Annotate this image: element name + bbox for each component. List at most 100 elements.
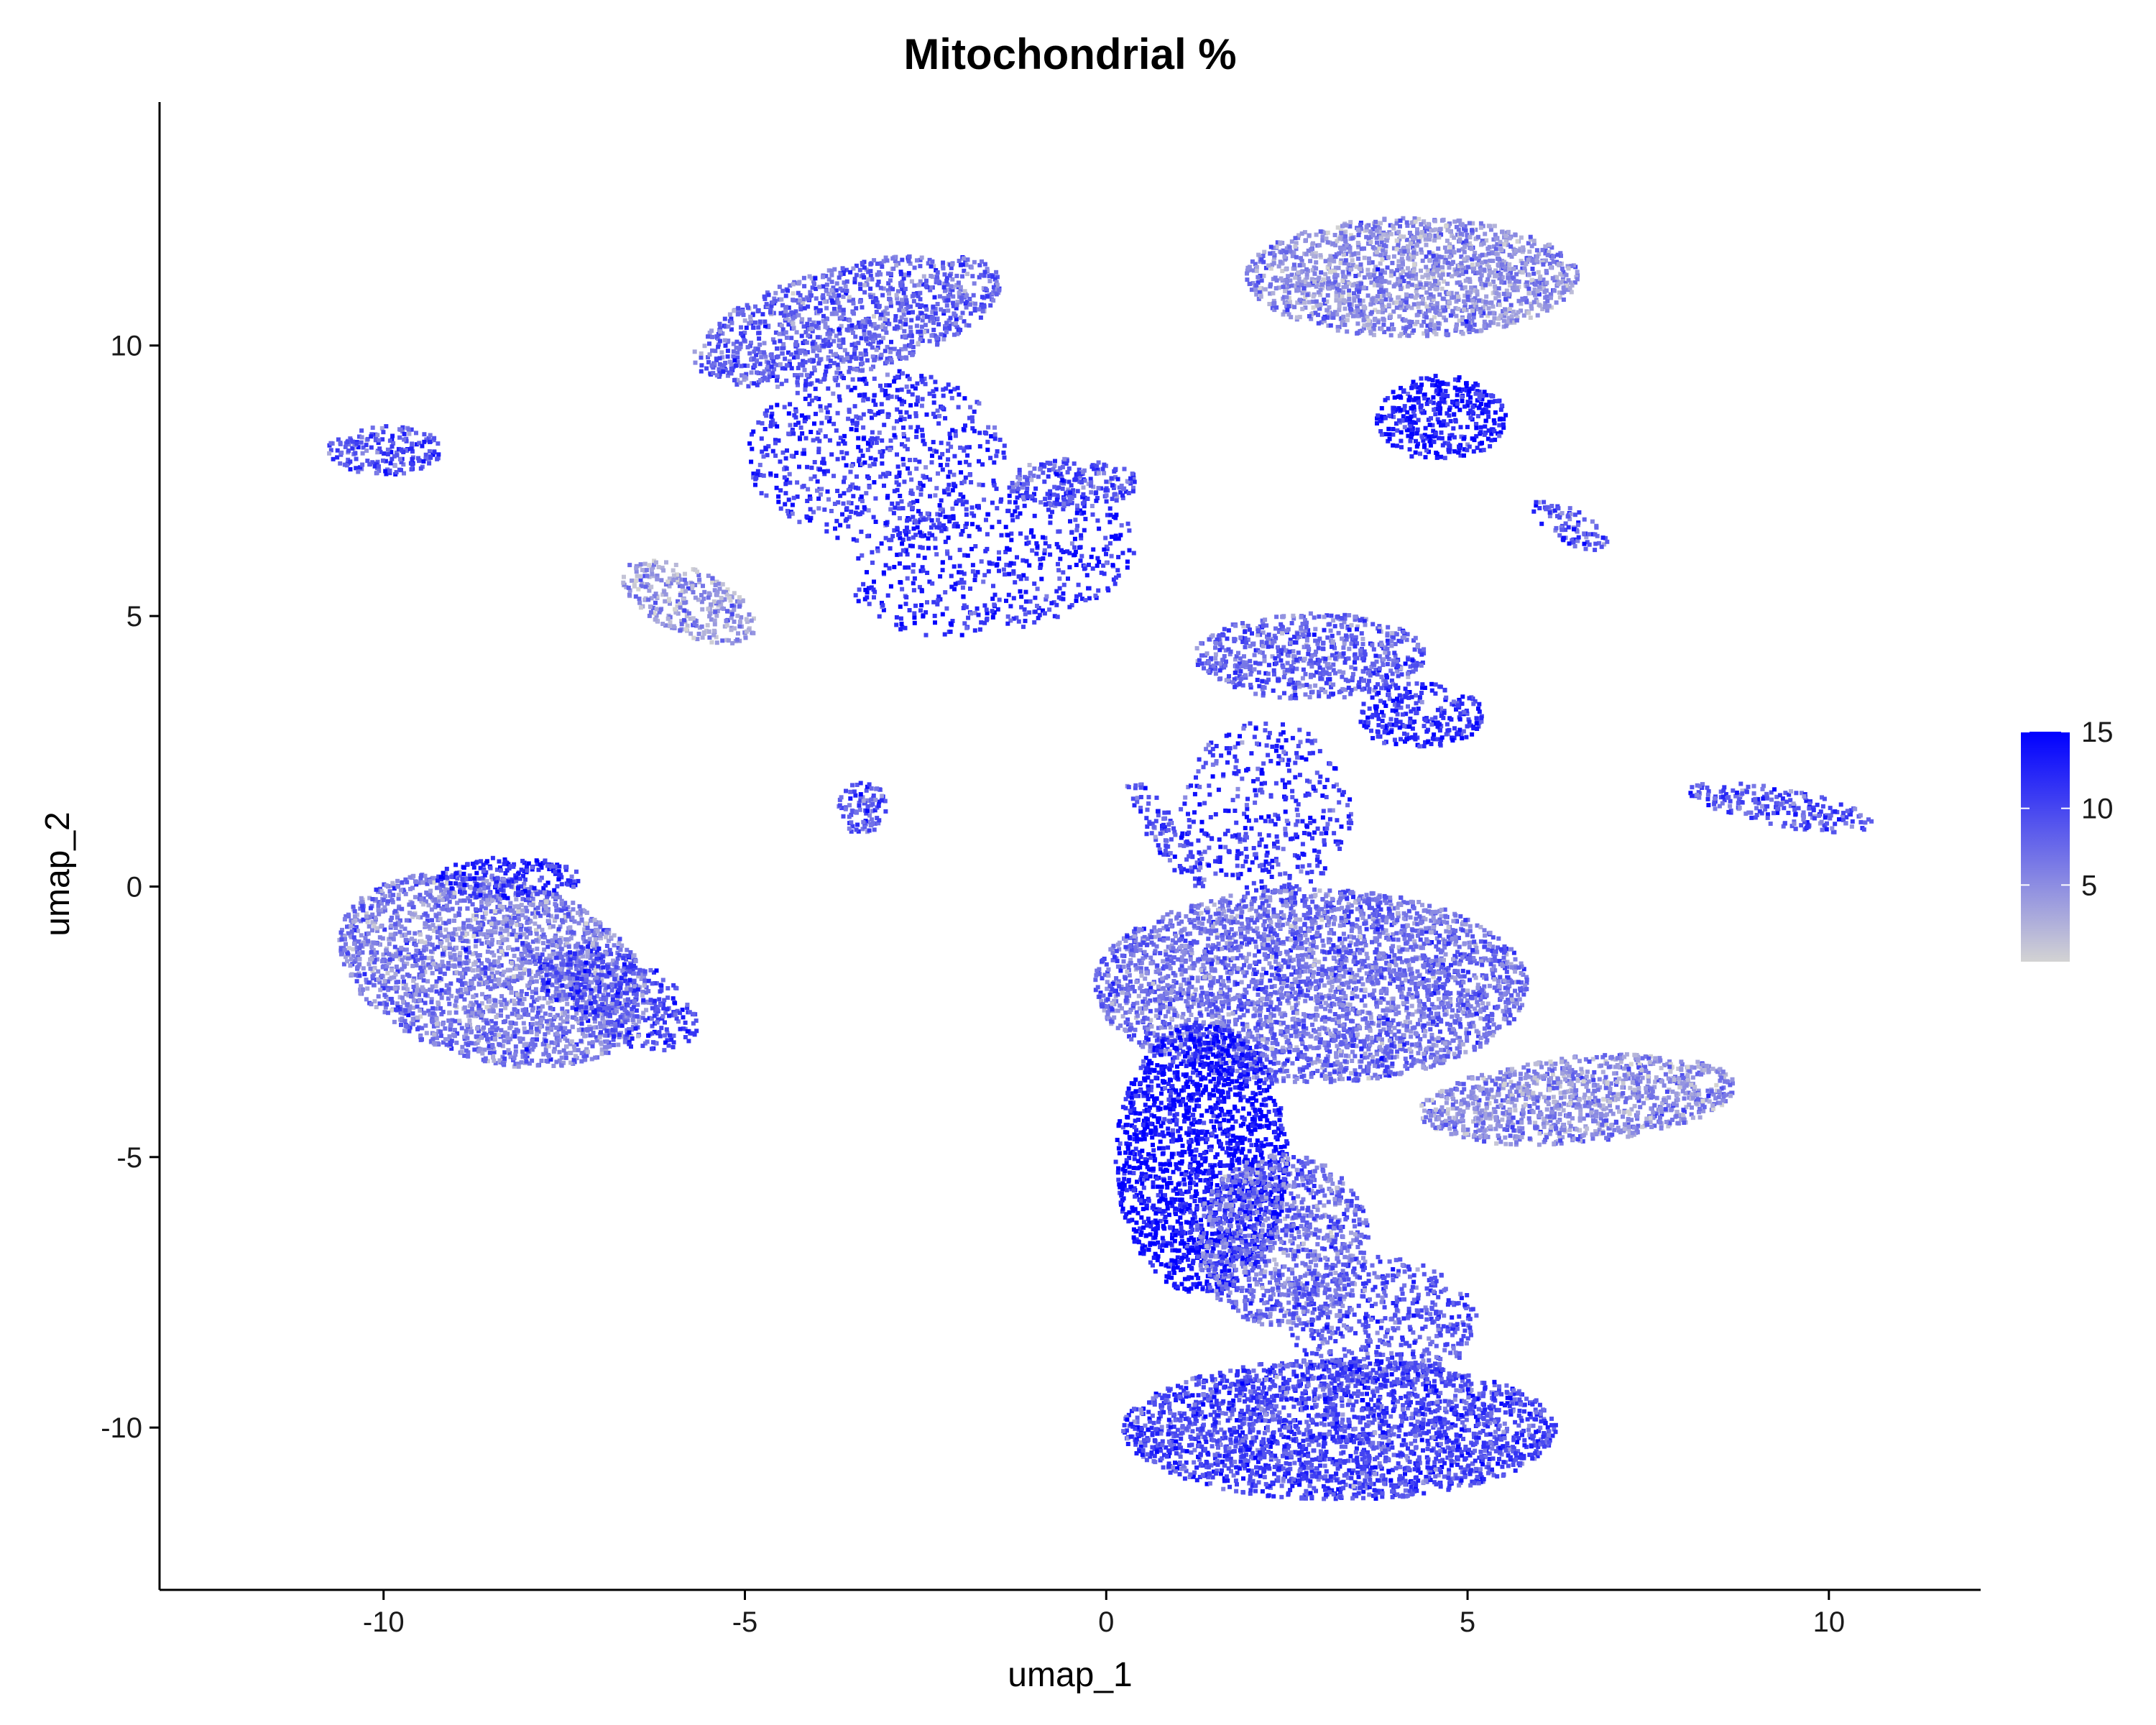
- data-point: [452, 919, 456, 923]
- data-point: [545, 863, 550, 868]
- data-point: [589, 990, 594, 995]
- data-point: [445, 881, 450, 886]
- data-point: [623, 972, 628, 977]
- data-point: [383, 908, 387, 913]
- data-point: [542, 964, 547, 969]
- data-point: [410, 963, 415, 968]
- data-point: [806, 333, 811, 338]
- data-point: [872, 376, 877, 381]
- data-point: [555, 1031, 560, 1036]
- data-point: [548, 925, 553, 930]
- data-point: [499, 926, 504, 932]
- data-point: [554, 1025, 559, 1030]
- data-point: [838, 523, 843, 528]
- data-point: [869, 334, 874, 339]
- data-point: [789, 366, 794, 371]
- data-point: [961, 256, 966, 261]
- data-point: [480, 914, 485, 919]
- data-point: [376, 903, 381, 908]
- data-point: [520, 896, 525, 901]
- data-point: [458, 873, 463, 878]
- data-point: [927, 339, 932, 344]
- data-point: [880, 293, 885, 298]
- data-point: [888, 349, 893, 354]
- data-point: [488, 865, 493, 870]
- data-point: [899, 315, 904, 320]
- data-point: [805, 350, 810, 355]
- data-point: [425, 881, 430, 886]
- data-point: [793, 309, 798, 314]
- data-point: [487, 1008, 492, 1013]
- data-point: [716, 344, 721, 349]
- data-point: [916, 282, 921, 288]
- data-point: [802, 305, 807, 310]
- data-point: [866, 476, 871, 481]
- data-point: [952, 332, 957, 337]
- data-point: [847, 358, 852, 363]
- data-point: [471, 926, 476, 932]
- data-point: [630, 1036, 635, 1041]
- data-point: [418, 1034, 423, 1039]
- data-point: [946, 308, 951, 313]
- data-point: [393, 908, 398, 914]
- data-point: [844, 267, 849, 272]
- data-point: [464, 877, 469, 882]
- data-point: [941, 266, 946, 271]
- data-point: [914, 429, 919, 434]
- data-point: [947, 273, 952, 278]
- data-point: [554, 1036, 559, 1041]
- data-point: [572, 956, 576, 961]
- data-point: [911, 299, 916, 304]
- data-point: [515, 964, 520, 969]
- data-point: [826, 268, 831, 273]
- data-point: [581, 998, 585, 1003]
- data-point: [811, 349, 816, 354]
- data-point: [735, 350, 740, 355]
- data-point: [750, 381, 754, 386]
- data-point: [583, 1057, 588, 1062]
- data-point: [535, 1021, 540, 1026]
- data-point: [761, 350, 766, 355]
- data-point: [916, 520, 921, 525]
- data-point: [969, 480, 974, 484]
- data-point: [514, 875, 519, 880]
- data-point: [644, 985, 649, 990]
- data-point: [489, 1005, 494, 1010]
- data-point: [612, 933, 617, 938]
- data-point: [394, 965, 399, 969]
- data-point: [778, 506, 783, 511]
- data-point: [510, 1011, 515, 1016]
- data-point: [526, 948, 530, 953]
- data-point: [528, 949, 533, 954]
- data-point: [819, 487, 824, 492]
- data-point: [571, 985, 576, 990]
- data-point: [944, 278, 949, 283]
- data-point: [906, 536, 911, 541]
- data-point: [851, 537, 856, 542]
- data-point: [526, 898, 531, 903]
- data-point: [768, 310, 773, 315]
- data-point: [803, 387, 808, 392]
- data-point: [441, 1040, 446, 1045]
- data-point: [509, 990, 514, 995]
- data-point: [462, 1005, 467, 1010]
- data-point: [838, 436, 843, 441]
- data-point: [626, 953, 631, 958]
- data-point: [732, 308, 737, 313]
- data-point: [589, 980, 594, 985]
- data-point: [563, 1051, 568, 1056]
- data-point: [762, 341, 767, 346]
- data-point: [563, 901, 568, 906]
- data-point: [900, 456, 906, 461]
- data-point: [489, 933, 494, 938]
- data-point: [458, 882, 463, 887]
- data-point: [755, 359, 759, 364]
- data-point: [878, 474, 883, 479]
- data-point: [568, 1051, 573, 1055]
- data-point: [421, 459, 426, 464]
- data-point: [839, 450, 844, 455]
- data-point: [729, 366, 734, 371]
- data-point: [745, 363, 750, 368]
- data-point: [948, 389, 953, 394]
- data-point: [591, 995, 596, 1000]
